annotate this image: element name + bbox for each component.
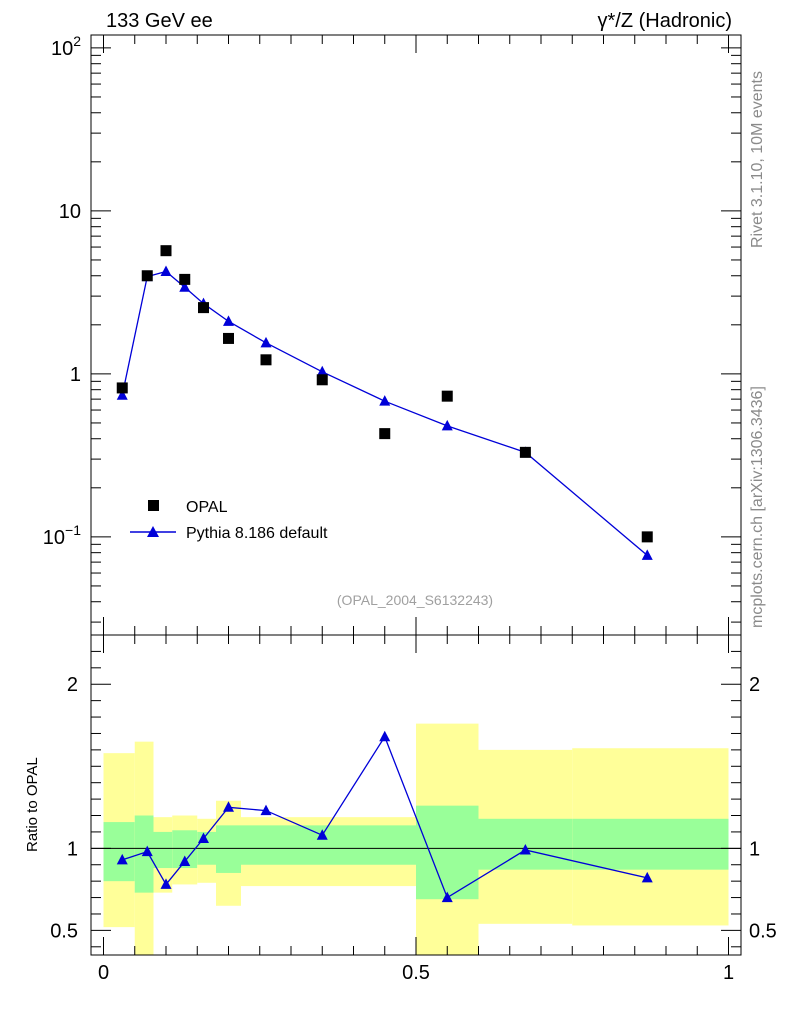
- main-ytick-label-3: 10−1: [43, 522, 81, 549]
- xtick-label-1: 0.5: [402, 962, 430, 984]
- ratio-mc-point-8: [379, 730, 391, 742]
- ratio-mc-point-1: [141, 845, 153, 857]
- ratio-ylabel: Ratio to OPAL: [24, 757, 41, 852]
- band-inner-2: [153, 831, 173, 869]
- main-mc-point-2: [160, 265, 172, 276]
- main-ytick-label-0: 102: [51, 33, 81, 60]
- plot-title-left: 133 GeV ee: [106, 10, 213, 32]
- main-mc-point-0: [116, 389, 128, 400]
- main-mc-point-5: [223, 315, 234, 326]
- main-ytick-label-2: 1: [70, 364, 81, 386]
- legend-label-opal: OPAL: [186, 499, 228, 516]
- data-point-1: [141, 270, 153, 282]
- analysis-reference: (OPAL_2004_S6132243): [337, 592, 493, 608]
- ratio-mc-point-10: [519, 843, 531, 855]
- legend-marker-opal: [148, 500, 159, 511]
- main-mc-point-8: [379, 395, 391, 406]
- data-point-10: [519, 446, 531, 458]
- main-mc-point-11: [641, 549, 653, 560]
- ratio-ytick-label-left-2: 2: [67, 674, 78, 696]
- data-point-7: [316, 374, 328, 386]
- main-frame: [90, 34, 742, 636]
- data-point-3: [179, 273, 191, 285]
- data-point-5: [223, 332, 234, 344]
- legend: OPAL Pythia 8.186 default: [130, 499, 328, 542]
- rivet-version-label: Rivet 3.1.10, 10M events: [749, 71, 766, 248]
- data-point-0: [116, 382, 128, 394]
- axes-tick-labels: 102 10 1 10−1 0.5 0.5 1 1 2 2 0 0.5 1: [43, 33, 777, 984]
- xtick-label-0: 0: [98, 962, 109, 984]
- ratio-ytick-label-right-1: 1: [749, 838, 760, 860]
- data-point-2: [160, 245, 172, 257]
- data-point-8: [379, 428, 391, 440]
- ratio-mc-line: [122, 735, 648, 899]
- band-inner-0: [103, 822, 135, 882]
- ratio-mc-point-4: [198, 832, 209, 843]
- band-inner-5: [216, 825, 241, 873]
- ratio-mc-point-2: [160, 878, 172, 889]
- legend-label-pythia: Pythia 8.186 default: [186, 525, 328, 542]
- ratio-mc-series: [116, 730, 653, 903]
- xtick-label-2: 1: [723, 962, 734, 984]
- data-point-4: [198, 302, 209, 314]
- ratio-ytick-label-left-1: 1: [67, 838, 78, 860]
- ratio-mc-point-0: [116, 853, 128, 865]
- band-inner-6: [241, 825, 354, 865]
- band-inner-10: [572, 818, 729, 870]
- mcplots-label: mcplots.cern.ch [arXiv:1306.3436]: [749, 386, 766, 628]
- ratio-mc-point-6: [260, 804, 272, 816]
- band-inner-8: [416, 805, 479, 900]
- ratio-mc-point-3: [179, 855, 191, 866]
- plot-title-right: γ*/Z (Hadronic): [598, 10, 732, 32]
- legend-marker-pythia: [147, 526, 159, 537]
- ratio-ytick-label-right-2: 2: [749, 674, 760, 696]
- main-ytick-label-1: 10: [59, 201, 81, 223]
- band-inner-7: [353, 825, 416, 865]
- data-point-11: [641, 531, 653, 543]
- ratio-mc-point-7: [316, 829, 328, 840]
- ratio-mc-point-5: [223, 801, 234, 812]
- data-point-6: [260, 354, 272, 366]
- main-data-series: [116, 245, 653, 543]
- ratio-ytick-label-right-0: 0.5: [749, 920, 777, 942]
- data-point-9: [441, 390, 453, 402]
- main-mc-point-9: [441, 419, 453, 431]
- axes-ticks: [91, 35, 741, 955]
- ratio-uncertainty-bands: [103, 723, 729, 955]
- main-mc-point-7: [316, 365, 328, 377]
- main-mc-point-6: [260, 336, 272, 348]
- ratio-ytick-label-left-0: 0.5: [50, 920, 78, 942]
- ratio-mc-point-9: [441, 891, 453, 903]
- ratio-mc-point-11: [641, 871, 653, 883]
- main-mc-point-3: [179, 281, 191, 292]
